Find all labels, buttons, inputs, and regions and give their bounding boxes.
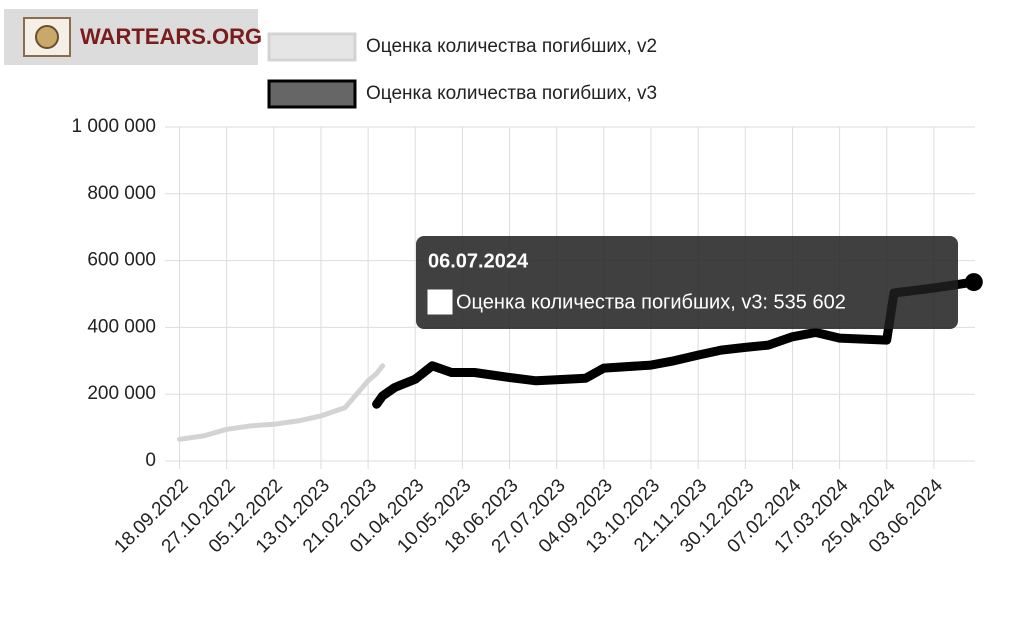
tooltip-swatch [427, 289, 453, 315]
series-line [372, 277, 979, 409]
legend-label: Оценка количества погибших, v3 [366, 83, 657, 104]
series-line [177, 363, 386, 442]
y-tick-label: 200 000 [87, 383, 156, 404]
y-tick-label: 1 000 000 [71, 116, 156, 137]
tooltip-box [416, 236, 958, 329]
tooltip-text: Оценка количества погибших, v3: 535 602 [456, 291, 846, 313]
legend-swatch [267, 32, 357, 62]
y-tick-label: 600 000 [87, 250, 156, 271]
tooltip-title: 06.07.2024 [428, 250, 529, 272]
legend-label: Оценка количества погибших, v2 [366, 36, 657, 57]
y-tick-label: 0 [145, 450, 156, 471]
y-tick-label: 400 000 [87, 316, 156, 337]
y-tick-label: 800 000 [87, 183, 156, 204]
legend-swatch [267, 79, 357, 109]
logo-text: WARTEARS.ORG [80, 24, 262, 49]
hover-point [964, 273, 983, 292]
logo-icon [23, 17, 71, 57]
